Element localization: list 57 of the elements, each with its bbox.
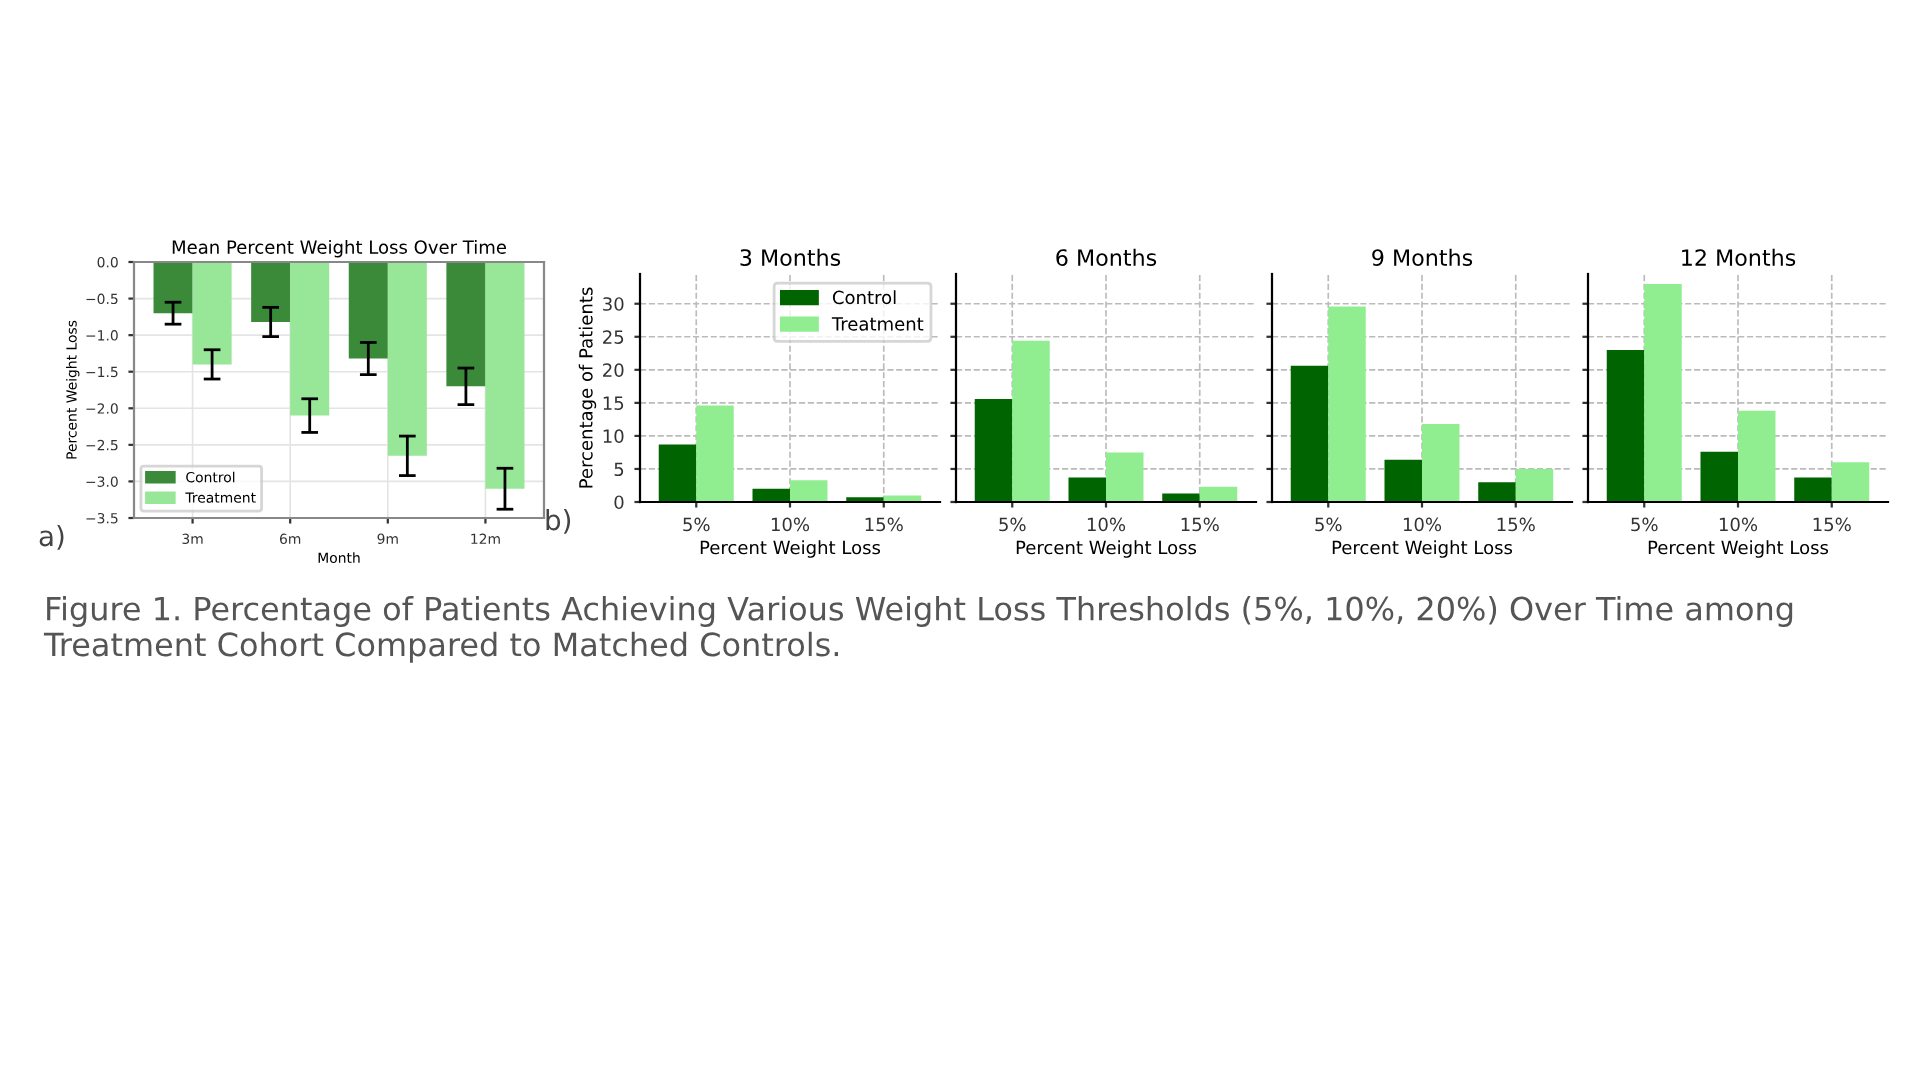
- x-tick-label: 15%: [865, 517, 903, 532]
- y-tick-label: 10: [603, 429, 624, 444]
- bar: [1738, 410, 1776, 502]
- bar: [790, 480, 828, 502]
- legend-label: Treatment: [831, 317, 924, 331]
- y-axis-title: Percentage of Patients: [578, 287, 597, 488]
- bar: [1478, 482, 1516, 502]
- bar: [1831, 462, 1870, 502]
- x-tick-label: 15%: [1497, 517, 1535, 532]
- bar: [1290, 365, 1329, 502]
- text: b): [546, 508, 571, 534]
- y-tick-label: 15: [603, 396, 624, 410]
- legend-label: Control: [832, 290, 896, 305]
- chart-title: 3 Months: [740, 248, 841, 266]
- x-tick-label: 15%: [1181, 517, 1219, 532]
- x-tick-label: 10%: [771, 517, 810, 532]
- chart-title: 12 Months: [1682, 248, 1796, 266]
- x-tick-label: 5%: [1315, 517, 1342, 532]
- y-tick-label: 20: [603, 363, 624, 377]
- bar: [1644, 283, 1682, 502]
- y-tick-label: 25: [603, 330, 624, 344]
- bar: [1384, 459, 1422, 502]
- x-tick-label: 5%: [683, 517, 710, 532]
- bar: [658, 444, 697, 502]
- bar: [696, 405, 734, 502]
- x-axis-title: Percent Weight Loss: [1648, 540, 1829, 558]
- bar: [1422, 424, 1460, 502]
- bar: [1068, 477, 1106, 502]
- chart-title: 9 Months: [1372, 248, 1473, 266]
- bar: [1162, 493, 1200, 502]
- caption: Figure 1. Percentage of Patients Achieving Various Weight Loss Thresholds (5%, 10%, 20%) Over Time among Treatment Cohort Compared to Matched Controls.: [43, 596, 1793, 663]
- bar: [752, 488, 790, 502]
- bar: [1794, 477, 1832, 502]
- chart-title: 6 Months: [1056, 248, 1157, 266]
- bar: [1700, 451, 1738, 502]
- bar: [1012, 340, 1050, 502]
- x-tick-label: 5%: [1631, 517, 1658, 532]
- bar: [1606, 350, 1645, 502]
- bar: [1199, 486, 1238, 502]
- x-tick-label: 10%: [1087, 517, 1126, 532]
- x-tick-label: 15%: [1813, 517, 1851, 532]
- x-axis-title: Percent Weight Loss: [1332, 540, 1513, 558]
- bar: [1328, 306, 1366, 502]
- x-tick-label: 10%: [1403, 517, 1442, 532]
- y-tick-label: 30: [603, 297, 624, 311]
- x-axis-title: Percent Weight Loss: [1016, 540, 1197, 558]
- x-axis-title: Percent Weight Loss: [700, 540, 881, 558]
- bar: [1106, 452, 1144, 502]
- bar: [883, 495, 922, 502]
- bar: [1515, 468, 1554, 502]
- y-tick-label: 5: [614, 462, 624, 477]
- y-tick-label: 0: [614, 495, 624, 510]
- chart-title: Mean Percent Weight Loss Over Time: [172, 239, 506, 258]
- x-tick-label: 5%: [999, 517, 1026, 532]
- bar: [974, 398, 1013, 502]
- text: a): [39, 524, 64, 550]
- x-tick-label: 10%: [1719, 517, 1758, 532]
